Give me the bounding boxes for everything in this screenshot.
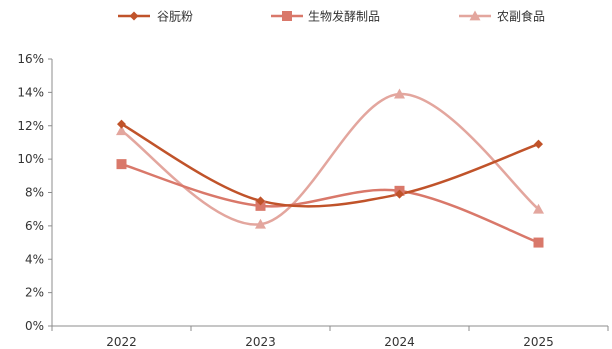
series-1-point bbox=[534, 139, 543, 149]
series-2-point bbox=[116, 159, 127, 170]
legend-marker-square bbox=[282, 11, 292, 21]
legend-marker-triangle bbox=[469, 10, 481, 21]
legend-item-2: 生物发酵制品 bbox=[271, 9, 380, 24]
legend: 谷朊粉 生物发酵制品 农副食品 bbox=[118, 9, 545, 24]
x-tick-label: 2022 bbox=[106, 335, 137, 349]
legend-marker-diamond bbox=[129, 11, 139, 21]
legend-label: 谷朊粉 bbox=[157, 10, 193, 24]
legend-item-1: 谷朊粉 bbox=[118, 10, 193, 24]
x-tick-label: 2024 bbox=[384, 335, 415, 349]
series-1-point bbox=[256, 196, 265, 206]
x-axis: 2022 2023 2024 2025 bbox=[51, 325, 609, 349]
series-3-point bbox=[255, 218, 266, 229]
series-3-point bbox=[533, 203, 544, 214]
legend-label: 生物发酵制品 bbox=[308, 9, 380, 24]
series-1-point bbox=[117, 119, 126, 129]
series-lines bbox=[120, 92, 540, 244]
x-tick-label: 2025 bbox=[523, 335, 554, 349]
x-tick-label: 2023 bbox=[245, 335, 276, 349]
legend-label: 农副食品 bbox=[497, 9, 545, 24]
y-tick-label: 6% bbox=[25, 219, 44, 233]
y-tick-label: 10% bbox=[17, 152, 44, 166]
series-3-point bbox=[116, 125, 127, 136]
y-tick-label: 16% bbox=[17, 52, 44, 66]
y-axis: 0% 2% 4% 6% 8% 10% 12% 14% 16% bbox=[17, 52, 53, 333]
legend-item-3: 农副食品 bbox=[459, 9, 545, 24]
series-line-3 bbox=[120, 92, 540, 226]
series-line-2 bbox=[120, 162, 540, 244]
y-tick-label: 12% bbox=[17, 119, 44, 133]
y-tick-label: 8% bbox=[25, 186, 44, 200]
y-tick-label: 4% bbox=[25, 252, 44, 266]
series-1-point bbox=[395, 189, 404, 199]
series-2-point bbox=[533, 237, 544, 248]
y-tick-label: 14% bbox=[17, 85, 44, 99]
series-markers bbox=[116, 88, 544, 248]
series-2-point bbox=[255, 200, 266, 211]
y-tick-label: 0% bbox=[25, 319, 44, 333]
series-line-1 bbox=[120, 122, 540, 208]
series-3-point bbox=[394, 88, 405, 99]
y-tick-label: 2% bbox=[25, 286, 44, 300]
